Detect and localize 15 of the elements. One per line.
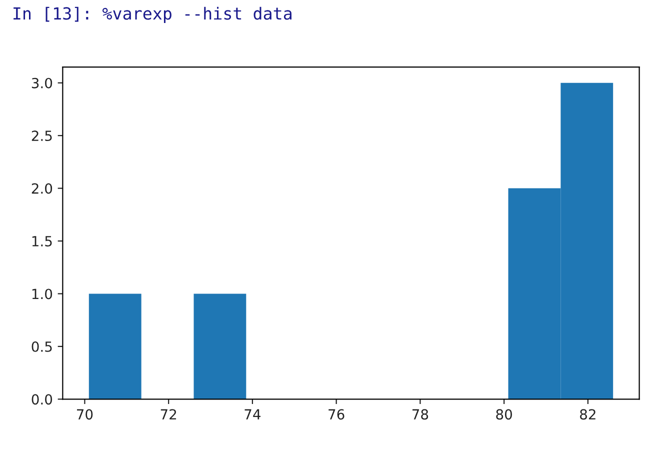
y-tick-label: 2.0	[32, 183, 52, 194]
y-tick-label: 1.5	[32, 236, 52, 246]
x-tick-label: 76	[328, 409, 344, 420]
y-tick-label: 2.5	[32, 130, 52, 142]
y-tick-label: 0.5	[32, 341, 52, 352]
x-tick-label: 74	[244, 409, 261, 420]
x-tick-label: 80	[496, 409, 512, 420]
x-tick-label: 72	[160, 409, 176, 420]
y-tick-label: 1.0	[32, 288, 52, 300]
y-tick-label: 0.0	[32, 394, 52, 405]
x-tick-label: 82	[580, 409, 596, 420]
x-tick-label: 78	[412, 409, 428, 420]
x-tick-label: 70	[77, 409, 93, 420]
chart-title: In [13]: %varexp --hist data	[14, 6, 292, 23]
y-tick-label: 3.0	[32, 78, 52, 88]
